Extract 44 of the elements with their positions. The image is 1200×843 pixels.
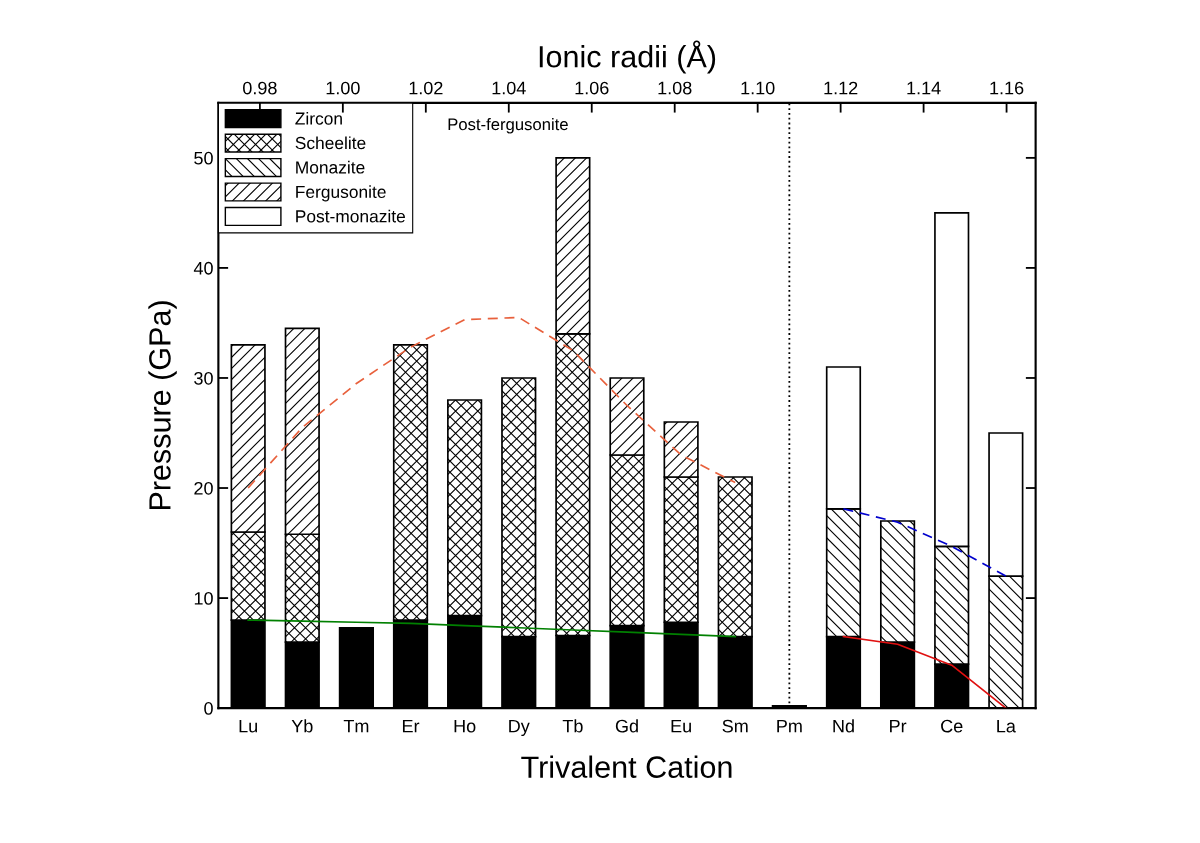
x-tick-label: Pr <box>890 719 907 733</box>
legend-label: Scheelite <box>295 136 366 150</box>
x-tick-label: Er <box>402 719 420 733</box>
x-tick-label: Pm <box>777 719 802 733</box>
x-tick-label: Ho <box>454 719 476 733</box>
x2-tick-label: 1.06 <box>575 81 609 95</box>
x-tick-label: Sm <box>722 719 748 733</box>
x2-tick-label: 1.14 <box>907 81 941 95</box>
x-tick-label: Yb <box>291 719 313 733</box>
x2-tick-label: 1.02 <box>409 81 443 95</box>
x2-tick-label: 1.16 <box>990 81 1024 95</box>
x-tick-label: Nd <box>833 719 854 733</box>
x-tick-label: Dy <box>509 719 530 737</box>
x-tick-label: Lu <box>239 719 258 733</box>
x-tick-label: Gd <box>615 719 638 733</box>
legend-label: Zircon <box>295 111 342 125</box>
line-series <box>247 316 737 489</box>
y-axis-title: Pressure (GPa) <box>148 301 177 510</box>
x2-axis-title: Ionic radii (Å) <box>539 40 716 74</box>
annotation: Post-fergusonite <box>448 117 568 134</box>
x-tick-label: Tm <box>343 719 369 733</box>
x-tick-label: Eu <box>671 719 691 733</box>
y-tick-label: 30 <box>194 371 213 385</box>
x2-tick-label: 1.04 <box>492 81 526 95</box>
y-tick-label: 10 <box>194 592 213 605</box>
x-axis-title: Trivalent Cation <box>521 755 732 778</box>
x2-tick-label: 1.00 <box>326 81 360 95</box>
legend-label: Monazite <box>296 160 365 174</box>
y-tick-label: 0 <box>204 702 213 715</box>
line-series <box>247 619 737 638</box>
y-tick-label: 40 <box>193 261 213 275</box>
y-tick-label: 20 <box>194 481 213 495</box>
x2-tick-label: 0.98 <box>243 81 277 95</box>
x2-tick-label: 1.08 <box>658 81 692 95</box>
legend-label: Fergusonite <box>296 185 386 202</box>
line-series <box>842 635 1007 709</box>
x-tick-label: Tb <box>562 719 583 733</box>
x-tick-label: Ce <box>941 719 963 733</box>
x2-tick-label: 1.10 <box>741 81 775 95</box>
legend-label: Post-monazite <box>296 209 405 223</box>
y-tick-label: 50 <box>194 151 213 165</box>
line-series <box>842 508 1007 577</box>
x2-tick-label: 1.12 <box>824 81 858 95</box>
x-tick-label: La <box>997 719 1016 733</box>
